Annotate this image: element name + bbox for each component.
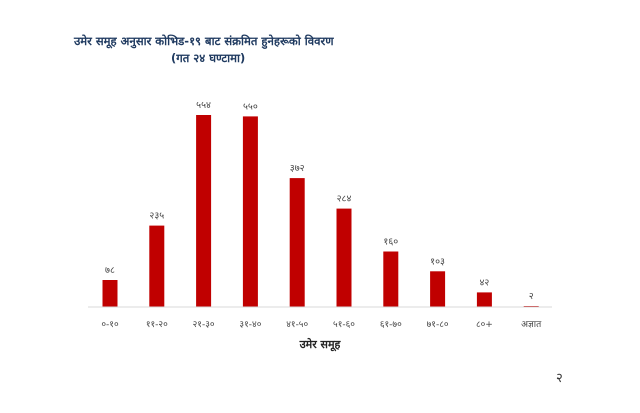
x-tick-label-8: ७१-८० [427, 320, 449, 330]
bar-3 [196, 115, 212, 307]
value-label-9: ४२ [479, 277, 489, 288]
x-axis-label: उमेर समूह [299, 337, 342, 352]
value-label-5: ३७२ [290, 163, 305, 174]
value-label-7: १६० [383, 237, 398, 248]
x-tick-label-1: ०-१० [101, 320, 119, 330]
x-tick-labels-group: ०-१० ११-२० २१-३० ३१-४० ४१-५० ५१-६० ६१-७० ७१-८० ८… [101, 320, 542, 330]
chart-subtitle: (गत २४ घण्टामा) [171, 51, 246, 65]
value-label-2: २३५ [149, 211, 164, 222]
x-tick-label-10: अज्ञात [521, 320, 542, 330]
x-tick-label-2: ११-२० [146, 320, 168, 330]
bar-8 [430, 271, 446, 307]
x-tick-label-3: २१-३० [193, 320, 215, 330]
value-label-6: २८४ [337, 194, 352, 205]
chart-title: उमेर समूह अनुसार कोभिड-१९ बाट संक्रमित ह… [74, 34, 334, 48]
bars-group [102, 115, 539, 308]
value-label-10: २ [529, 291, 534, 302]
x-tick-label-5: ४१-५० [286, 320, 308, 330]
page-number: २ [556, 371, 563, 386]
x-tick-label-6: ५१-६० [333, 320, 355, 330]
value-label-8: १०३ [430, 256, 445, 267]
bar-6 [336, 208, 352, 307]
bar-4 [242, 116, 258, 308]
value-label-4: ५५० [243, 101, 258, 112]
x-tick-label-4: ३१-४० [239, 320, 261, 330]
value-label-1: ७८ [105, 265, 115, 276]
x-tick-label-9: ८०+ [476, 320, 493, 330]
value-label-3: ५५४ [196, 100, 211, 111]
bar-9 [476, 292, 492, 307]
bar-1 [102, 280, 118, 307]
x-tick-label-7: ६१-७० [380, 320, 402, 330]
bar-2 [149, 225, 165, 307]
bar-5 [289, 178, 305, 307]
value-labels-group: ७८ २३५ ५५४ ५५० ३७२ २८४ १६० १०३ ४२ २ [105, 100, 534, 302]
bar-7 [383, 251, 399, 307]
